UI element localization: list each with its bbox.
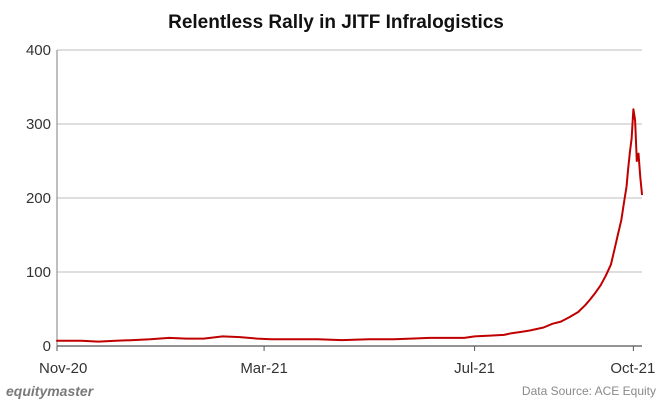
x-tick-label: Jul-21 [454, 360, 495, 377]
price-line [56, 108, 643, 343]
y-tick-label: 100 [26, 264, 51, 281]
x-tick-label: Mar-21 [240, 360, 288, 377]
y-tick-label: 400 [26, 42, 51, 59]
tick-labels: 0 100 200 300 400 Nov-20 Mar-21 Jul-21 Oct-21 [26, 42, 655, 377]
chart-title: Relentless Rally in JITF Infralogistics [168, 12, 504, 33]
y-tick-label: 200 [26, 190, 51, 207]
data-source-note: Data Source: ACE Equity [521, 384, 656, 398]
x-tick-label: Oct-21 [610, 360, 655, 377]
brand-logo-text: equitymaster [6, 383, 94, 399]
series [56, 108, 643, 343]
y-tick-label: 0 [43, 338, 51, 355]
axes [56, 50, 642, 351]
x-tick-label: Nov-20 [39, 360, 87, 377]
y-tick-label: 300 [26, 116, 51, 133]
gridlines [57, 49, 642, 273]
